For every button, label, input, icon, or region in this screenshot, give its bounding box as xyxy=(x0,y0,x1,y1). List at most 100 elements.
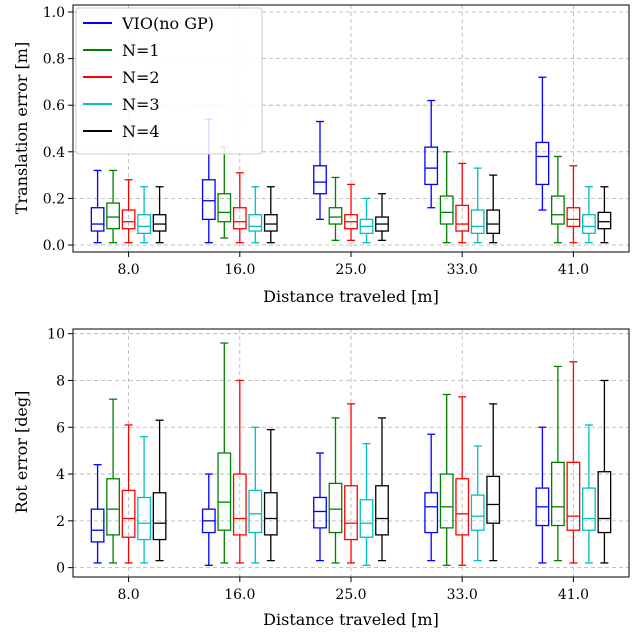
box-n-1 xyxy=(217,146,232,239)
box-n-2 xyxy=(344,403,358,564)
y-tick-label: 2 xyxy=(56,514,65,530)
iqr-box xyxy=(137,214,152,235)
y-tick-label: 6 xyxy=(56,420,65,436)
box-n-1 xyxy=(217,342,232,564)
box-vio-no-gp- xyxy=(535,426,550,564)
iqr-box xyxy=(121,209,136,230)
iqr-box xyxy=(313,165,327,195)
legend-box xyxy=(75,7,263,155)
iqr-box xyxy=(551,195,565,225)
translation-error-panel: Distance traveled [m] Translation error … xyxy=(12,4,630,306)
y-tick-label: 0 xyxy=(56,561,65,577)
x-axis-label: Distance traveled [m] xyxy=(263,287,439,306)
y-tick-label: 1.0 xyxy=(43,5,65,21)
legend-entry: N=2 xyxy=(122,68,160,87)
y-axis-label: Rot error [deg] xyxy=(12,391,31,514)
iqr-box xyxy=(248,489,263,534)
box-n-1 xyxy=(551,155,565,244)
box-n-1 xyxy=(106,398,120,564)
box-n-3 xyxy=(359,442,374,566)
iqr-box xyxy=(106,478,120,536)
box-n-1 xyxy=(328,417,343,564)
x-tick-label: 25.0 xyxy=(335,262,366,278)
box-n-4 xyxy=(597,379,612,564)
x-axis-label: Distance traveled [m] xyxy=(263,610,439,629)
box-n-2 xyxy=(566,361,581,564)
box-n-2 xyxy=(455,396,470,566)
box-n-4 xyxy=(152,419,167,562)
y-axis-label: Translation error [m] xyxy=(12,42,31,214)
x-tick-label: 41.0 xyxy=(558,262,589,278)
iqr-box xyxy=(359,499,374,538)
box-n-1 xyxy=(439,393,454,566)
box-n-3 xyxy=(248,426,263,564)
iqr-box xyxy=(582,487,596,531)
box-vio-no-gp- xyxy=(201,473,216,566)
box-n-3 xyxy=(470,167,485,244)
iqr-box xyxy=(137,496,152,541)
y-tick-label: 8 xyxy=(56,373,65,389)
x-tick-label: 25.0 xyxy=(335,587,366,603)
y-tick-label: 10 xyxy=(47,327,65,343)
rotation-error-panel: Distance traveled [m] Rot error [deg] 0 2… xyxy=(12,327,630,629)
x-tick-label: 33.0 xyxy=(447,587,478,603)
box-n-2 xyxy=(344,183,358,241)
box-vio-no-gp- xyxy=(313,452,327,562)
iqr-box xyxy=(152,492,167,541)
x-tick-label: 16.0 xyxy=(224,587,255,603)
box-vio-no-gp- xyxy=(90,169,105,244)
box-vio-no-gp- xyxy=(424,433,439,562)
iqr-box xyxy=(375,485,389,536)
iqr-box xyxy=(470,209,485,235)
y-tick-label: 0.2 xyxy=(43,191,65,207)
box-n-4 xyxy=(152,186,167,244)
box-vio-no-gp- xyxy=(313,120,327,221)
box-n-1 xyxy=(328,176,343,241)
legend-entry: VIO(no GP) xyxy=(121,14,214,33)
iqr-box xyxy=(551,461,565,527)
iqr-box xyxy=(424,492,439,534)
legend-entry: N=3 xyxy=(122,95,160,114)
iqr-box xyxy=(232,473,247,536)
box-n-4 xyxy=(486,403,501,562)
box-n-1 xyxy=(551,365,565,562)
box-n-3 xyxy=(137,186,152,244)
box-n-4 xyxy=(486,174,501,244)
iqr-box xyxy=(106,202,120,230)
box-vio-no-gp- xyxy=(90,464,105,564)
box-n-3 xyxy=(582,186,596,244)
box-n-3 xyxy=(248,186,263,244)
box-n-1 xyxy=(106,169,120,244)
iqr-box xyxy=(152,214,167,232)
box-n-4 xyxy=(375,417,389,562)
box-n-3 xyxy=(470,445,485,562)
iqr-box xyxy=(582,214,596,235)
y-tick-label: 4 xyxy=(56,467,65,483)
box-n-4 xyxy=(375,193,389,241)
box-n-1 xyxy=(439,151,454,244)
iqr-box xyxy=(455,204,470,232)
y-tick-label: 0.8 xyxy=(43,52,65,68)
box-n-3 xyxy=(582,424,596,564)
box-n-4 xyxy=(263,186,278,244)
iqr-box xyxy=(470,494,485,531)
box-n-2 xyxy=(121,179,136,244)
y-tick-label: 0.0 xyxy=(43,238,65,254)
iqr-box xyxy=(486,209,501,235)
box-vio-no-gp- xyxy=(424,99,439,209)
box-n-2 xyxy=(121,424,136,564)
iqr-box xyxy=(217,193,232,223)
iqr-box xyxy=(90,508,105,543)
iqr-box xyxy=(597,211,612,230)
legend-entry: N=1 xyxy=(122,41,160,60)
legend: VIO(no GP) N=1 N=2 N=3 N=4 xyxy=(75,7,263,155)
iqr-box xyxy=(263,214,278,232)
iqr-box xyxy=(439,195,454,225)
iqr-box xyxy=(248,214,263,232)
iqr-box xyxy=(344,485,358,541)
iqr-box xyxy=(328,482,343,534)
iqr-box xyxy=(263,492,278,536)
x-tick-label: 16.0 xyxy=(224,262,255,278)
legend-entry: N=4 xyxy=(122,122,160,141)
y-tick-label: 0.4 xyxy=(43,145,65,161)
